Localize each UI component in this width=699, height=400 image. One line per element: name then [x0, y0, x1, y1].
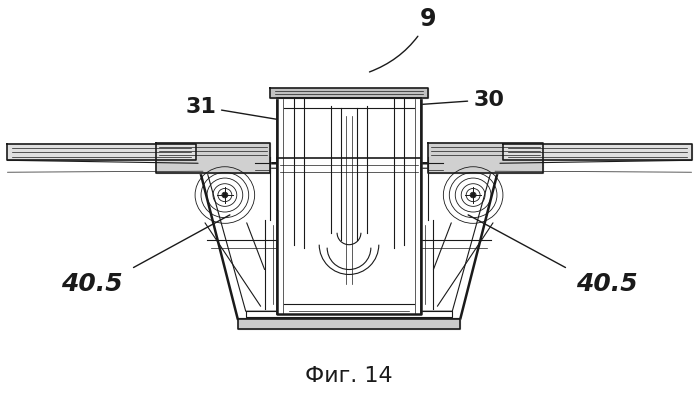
Circle shape: [223, 193, 227, 197]
Polygon shape: [428, 143, 542, 173]
Polygon shape: [503, 144, 691, 160]
Polygon shape: [157, 143, 270, 173]
Polygon shape: [238, 319, 460, 329]
Polygon shape: [277, 91, 421, 314]
Text: 40.5: 40.5: [577, 272, 638, 296]
Text: 30: 30: [406, 90, 504, 110]
Text: 40.5: 40.5: [61, 272, 122, 296]
Polygon shape: [8, 144, 196, 160]
Circle shape: [471, 193, 475, 197]
Polygon shape: [270, 88, 428, 98]
Polygon shape: [206, 168, 492, 311]
Text: Фиг. 14: Фиг. 14: [305, 366, 393, 386]
Text: 31: 31: [185, 97, 312, 125]
Text: 9: 9: [370, 7, 437, 72]
Polygon shape: [198, 163, 500, 319]
